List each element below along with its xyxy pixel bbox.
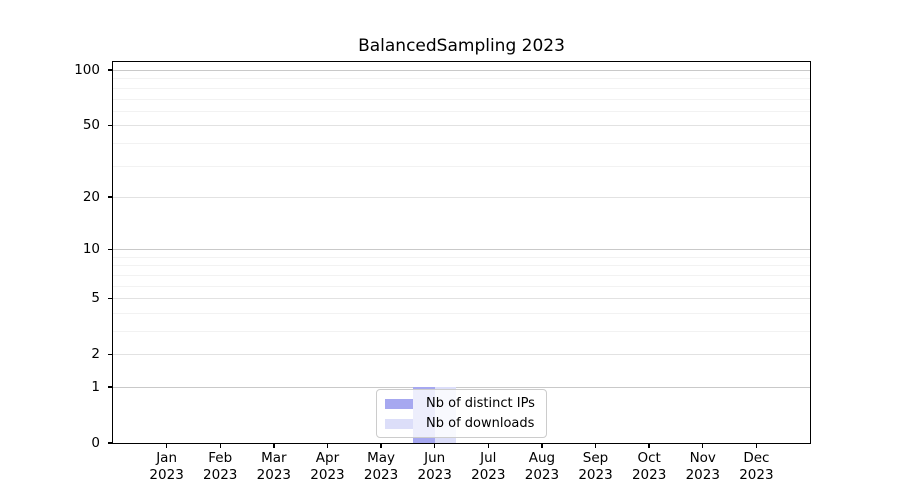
x-tick-label-apr: Apr 2023 [285, 450, 369, 484]
gridline-minor-4 [113, 312, 810, 314]
x-tick-mark-apr [326, 443, 329, 448]
x-tick-year-jul: 2023 [471, 467, 506, 483]
x-tick-month-jun: Jun [424, 450, 446, 466]
x-tick-label-may: May 2023 [339, 450, 423, 484]
gridline-minor-7 [113, 274, 810, 276]
x-tick-month-mar: Mar [261, 450, 287, 466]
gridline-minor-70 [113, 98, 810, 100]
y-tick-label-5: 5 [91, 290, 100, 307]
x-tick-month-jan: Jan [156, 450, 178, 466]
gridline-minor-60 [113, 110, 810, 112]
plot-border [111, 60, 812, 445]
gridline-20 [113, 196, 810, 198]
x-tick-mark-jun [433, 443, 436, 448]
x-tick-mark-dec [755, 443, 758, 448]
x-tick-month-apr: Apr [315, 450, 340, 466]
legend: Nb of distinct IPs Nb of downloads [376, 389, 547, 438]
x-tick-label-jul: Jul 2023 [446, 450, 530, 484]
x-tick-mark-nov [702, 443, 704, 448]
x-tick-mark-jul [487, 443, 489, 448]
gridline-1 [113, 386, 810, 388]
x-tick-year-dec: 2023 [739, 467, 774, 483]
x-tick-year-may: 2023 [363, 467, 399, 483]
x-tick-month-sep: Sep [582, 450, 609, 466]
x-tick-month-jul: Jul [480, 450, 497, 466]
x-tick-year-sep: 2023 [578, 467, 613, 483]
gridline-minor-9 [113, 256, 810, 258]
x-tick-label-nov: Nov 2023 [661, 450, 745, 484]
y-tick-label-0: 0 [91, 435, 100, 451]
x-tick-label-aug: Aug 2023 [500, 450, 584, 484]
x-tick-mark-feb [219, 443, 221, 448]
x-tick-year-oct: 2023 [631, 467, 667, 483]
x-tick-label-jan: Jan 2023 [125, 450, 209, 484]
x-tick-label-mar: Mar 2023 [232, 450, 316, 484]
x-tick-year-jun: 2023 [417, 467, 452, 483]
y-tick-label-10: 10 [82, 241, 100, 258]
y-tick-label-20: 20 [82, 188, 100, 205]
legend-entry-2: Nb of downloads [385, 416, 535, 431]
x-tick-label-feb: Feb 2023 [178, 450, 262, 484]
y-tick-mark-20 [108, 196, 113, 198]
legend-label-1: Nb of distinct IPs [426, 396, 535, 411]
x-tick-year-nov: 2023 [685, 467, 720, 483]
chart-title: BalancedSampling 2023 [358, 36, 565, 56]
x-tick-mark-aug [541, 443, 543, 448]
legend-swatch-1 [385, 398, 413, 409]
gridline-minor-8 [113, 265, 810, 267]
y-tick-mark-5 [108, 297, 113, 299]
x-tick-label-oct: Oct 2023 [607, 450, 691, 484]
gridline-2 [113, 354, 810, 356]
y-tick-label-100: 100 [74, 62, 100, 79]
gridline-minor-6 [113, 285, 810, 287]
y-tick-label-50: 50 [82, 117, 100, 134]
y-tick-mark-2 [108, 353, 113, 355]
gridline-100 [113, 70, 810, 72]
gridline-10 [113, 249, 810, 251]
y-tick-mark-100 [108, 69, 113, 71]
x-tick-month-oct: Oct [637, 450, 661, 466]
x-tick-label-dec: Dec 2023 [714, 450, 798, 484]
gridline-minor-40 [113, 142, 810, 144]
x-tick-month-nov: Nov [689, 450, 716, 466]
gridline-minor-30 [113, 165, 810, 167]
y-tick-mark-1 [108, 386, 113, 388]
x-tick-mark-sep [594, 443, 597, 448]
x-tick-year-mar: 2023 [256, 467, 292, 483]
x-tick-mark-oct [648, 443, 650, 448]
x-tick-year-feb: 2023 [203, 467, 238, 483]
x-tick-year-apr: 2023 [310, 467, 345, 483]
x-tick-mark-may [380, 443, 382, 448]
legend-swatch-2 [385, 418, 413, 429]
x-tick-label-jun: Jun 2023 [393, 450, 477, 484]
gridline-minor-3 [113, 330, 810, 332]
y-tick-mark-0 [108, 442, 113, 444]
gridline-minor-90 [113, 78, 810, 80]
x-tick-label-sep: Sep 2023 [554, 450, 638, 484]
y-tick-mark-10 [108, 248, 113, 250]
legend-entry-1: Nb of distinct IPs [385, 396, 535, 411]
y-tick-label-1: 1 [91, 378, 100, 395]
x-tick-month-may: May [367, 450, 396, 466]
legend-label-2: Nb of downloads [426, 416, 535, 431]
gridline-minor-80 [113, 87, 810, 89]
x-tick-year-aug: 2023 [524, 467, 560, 483]
x-tick-mark-mar [273, 443, 275, 448]
plot-area: Nb of distinct IPs Nb of downloads [113, 62, 810, 443]
x-tick-month-aug: Aug [528, 450, 556, 466]
x-tick-mark-jan [165, 443, 168, 448]
gridline-5 [113, 298, 810, 300]
gridline-50 [113, 125, 810, 127]
y-tick-mark-50 [108, 124, 113, 126]
x-tick-year-jan: 2023 [149, 467, 184, 483]
y-tick-label-2: 2 [91, 346, 100, 363]
x-tick-month-dec: Dec [743, 450, 770, 466]
x-tick-month-feb: Feb [208, 450, 233, 466]
